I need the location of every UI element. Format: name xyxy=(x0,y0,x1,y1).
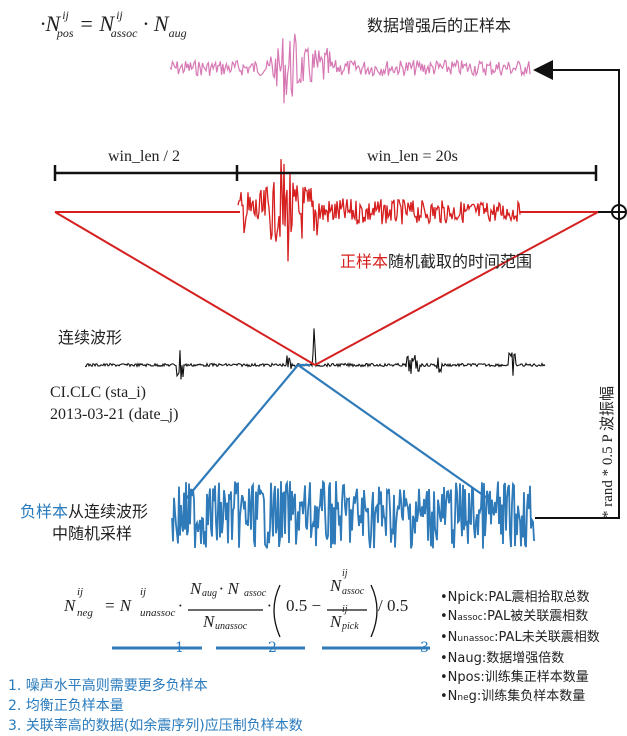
legend-nunassoc: •Nunassoc:PAL未关联震相数 xyxy=(440,630,600,645)
note-1: 1. 噪声水平高则需要更多负样本 xyxy=(8,678,208,694)
legend-naug: •Naug:数据增强倍数 xyxy=(440,651,565,666)
augmented-positive-label: 数据增强后的正样本 xyxy=(367,16,512,35)
win-full-label: win_len = 20s xyxy=(367,148,458,165)
notes-list: 1. 噪声水平高则需要更多负样本 2. 均衡正负样本量 3. 关联率高的数据(如… xyxy=(8,676,303,736)
legend-nassoc: •Nassoc:PAL被关联震相数 xyxy=(440,609,589,624)
window-bracket xyxy=(53,165,598,181)
legend-npick: •Npick:PAL震相拾取总数 xyxy=(440,590,590,605)
note-2: 2. 均衡正负样本量 xyxy=(8,698,124,714)
negative-word: 负样本 xyxy=(20,502,69,521)
positive-range-lines xyxy=(54,211,599,366)
positive-range-label: 正样本随机截取的时间范围 xyxy=(340,248,532,272)
formula-parentheses xyxy=(273,584,378,638)
continuous-label: 连续波形 xyxy=(58,328,123,347)
symbol-legend: •Npick:PAL震相拾取总数 •Nassoc:PAL被关联震相数 •Nuna… xyxy=(440,588,600,708)
marker-3: 3 xyxy=(420,640,429,656)
positive-range-text: 随机截取的时间范围 xyxy=(388,252,533,271)
note-3: 3. 关联率高的数据(如余震序列)应压制负样本数 xyxy=(8,718,303,734)
waveform-trace xyxy=(237,159,521,262)
negative-label-line2: 中随机采样 xyxy=(52,524,133,543)
positive-sample-waveform xyxy=(237,159,521,262)
negative-sampling-lines xyxy=(184,363,491,501)
marker-1: 1 xyxy=(175,640,184,656)
win-half-label: win_len / 2 xyxy=(108,148,180,165)
date-label: 2013-03-21 (date_j) xyxy=(50,406,179,423)
rand-amplitude-label: * rand * 0.5 P 波振幅 xyxy=(600,386,616,518)
positive-word: 正样本 xyxy=(340,252,389,271)
feedback-arrows xyxy=(533,60,620,519)
waveform-trace xyxy=(169,33,531,104)
sum-operator-icon xyxy=(611,204,627,220)
continuous-waveform xyxy=(84,328,546,380)
waveform-trace xyxy=(171,479,536,549)
negative-sample-waveform xyxy=(171,479,536,549)
legend-npos: •Npos:训练集正样本数量 xyxy=(440,670,589,685)
waveform-trace xyxy=(84,328,546,380)
station-label: CI.CLC (sta_i) xyxy=(50,384,146,401)
augmented-positive-waveform xyxy=(169,33,531,104)
legend-nneg: •Nneg:训练集负样本数量 xyxy=(440,689,586,704)
negative-label-line1: 负样本从连续波形 xyxy=(20,502,149,521)
marker-2: 2 xyxy=(268,640,277,656)
